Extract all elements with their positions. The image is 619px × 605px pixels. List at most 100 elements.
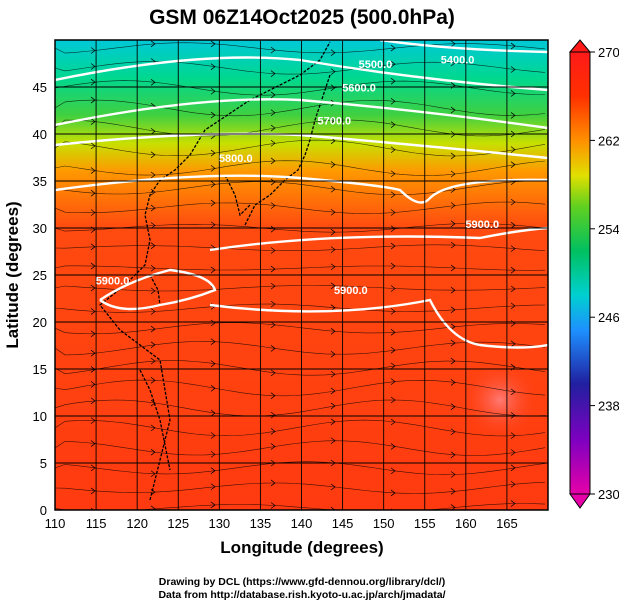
streamline-arrow <box>390 308 396 315</box>
streamline-arrow <box>150 470 156 478</box>
streamline-arrow <box>330 350 336 358</box>
streamline-arrow <box>390 191 396 199</box>
streamline-arrow <box>330 49 336 56</box>
y-tick-label: 35 <box>33 174 47 189</box>
streamline-arrow <box>330 246 336 253</box>
chart-title: GSM 06Z14Oct2025 (500.0hPa) <box>149 6 455 29</box>
streamline-arrow <box>510 90 516 97</box>
streamline-arrow <box>450 379 456 386</box>
streamline-arrow <box>390 285 396 292</box>
streamline-arrow <box>510 449 516 456</box>
streamline <box>55 379 546 397</box>
contour-label: 5900.0 <box>96 275 130 287</box>
streamline-arrow <box>330 208 336 216</box>
contour-label: 5600.0 <box>342 83 376 95</box>
streamline <box>55 265 546 271</box>
streamline <box>55 244 546 251</box>
streamline-arrow <box>270 265 276 273</box>
streamline-arrow <box>210 409 216 417</box>
streamline-arrow <box>270 369 276 377</box>
x-tick-label: 145 <box>332 516 354 531</box>
streamline-arrow <box>450 152 456 160</box>
streamline-arrow <box>150 424 156 432</box>
y-tick-label: 40 <box>33 127 47 142</box>
streamline-arrow <box>510 340 516 348</box>
streamline-arrow <box>450 202 456 209</box>
streamline-arrow <box>330 483 336 491</box>
streamline-arrow <box>270 202 276 209</box>
streamline-arrow <box>210 199 216 207</box>
y-tick-label: 30 <box>33 221 47 236</box>
streamline-arrow <box>270 502 276 509</box>
streamline-arrow <box>390 225 396 233</box>
streamline-arrow <box>150 308 156 315</box>
streamline-arrow <box>210 40 216 48</box>
streamline-arrow <box>450 40 456 48</box>
streamline-arrow <box>210 432 216 439</box>
y-tick-label: 15 <box>33 362 47 377</box>
warm-spot <box>460 360 540 440</box>
streamline-arrow <box>210 451 216 458</box>
streamline-arrow <box>270 247 276 254</box>
streamline-arrow <box>90 243 96 251</box>
streamline-arrow <box>330 116 336 124</box>
plot-area <box>55 40 548 510</box>
streamline-arrow <box>90 118 96 125</box>
streamline-arrow <box>390 329 396 336</box>
streamline-arrow <box>330 228 336 236</box>
contour-5700 <box>55 132 548 160</box>
streamline <box>55 285 546 292</box>
streamline-arrow <box>90 209 96 216</box>
contour-label: 5800.0 <box>219 153 253 165</box>
streamline-arrow <box>390 44 396 52</box>
streamline-arrow <box>270 124 276 132</box>
contour-5400 <box>379 40 548 54</box>
streamline-arrow <box>90 142 96 150</box>
streamline-arrow <box>210 338 216 345</box>
streamline-arrow <box>150 287 156 295</box>
streamline-arrow <box>210 165 216 172</box>
streamline-arrow <box>330 161 336 168</box>
streamline <box>55 503 546 510</box>
streamline-arrow <box>90 366 96 373</box>
plot-frame <box>54 39 549 511</box>
streamline-arrow <box>390 121 396 128</box>
streamline-arrow <box>510 221 516 229</box>
streamline-arrow <box>90 507 95 510</box>
streamline-arrow <box>270 70 276 77</box>
streamline-arrow <box>150 40 156 48</box>
colorbar-tick-label: 238 <box>598 399 619 414</box>
streamline-arrow <box>390 146 396 154</box>
streamline-arrow <box>450 471 456 478</box>
streamline-arrow <box>270 91 276 99</box>
streamline-arrow <box>330 68 336 75</box>
streamline <box>55 399 546 417</box>
streamline-arrow <box>450 286 456 294</box>
streamline-arrow <box>90 464 96 472</box>
streamline-arrow <box>450 339 456 347</box>
streamline-arrow <box>510 198 516 206</box>
streamline-arrow <box>510 112 516 119</box>
streamline-arrow <box>150 448 156 456</box>
streamline-arrow <box>510 266 516 274</box>
streamline-arrow <box>150 204 156 212</box>
colorbar: 230 238 246 254 262 270 <box>568 39 619 509</box>
streamline-arrow <box>510 432 516 439</box>
streamline-arrow <box>510 388 516 396</box>
streamline-arrow <box>90 330 96 338</box>
streamline-arrow <box>90 440 96 447</box>
streamline <box>55 61 546 75</box>
y-axis-label: Latitude (degrees) <box>3 201 22 348</box>
x-tick-label: 135 <box>250 516 272 531</box>
streamline-arrow <box>210 63 216 70</box>
streamline-arrow <box>210 467 216 474</box>
streamline-arrow <box>90 381 96 388</box>
streamline-arrow <box>150 242 156 249</box>
x-tick-label: 155 <box>414 516 436 531</box>
contour-5900-south <box>209 298 548 349</box>
streamline <box>55 461 546 476</box>
streamline-arrow <box>450 306 456 314</box>
streamline-arrow <box>150 505 156 510</box>
streamline-arrow <box>390 362 396 370</box>
